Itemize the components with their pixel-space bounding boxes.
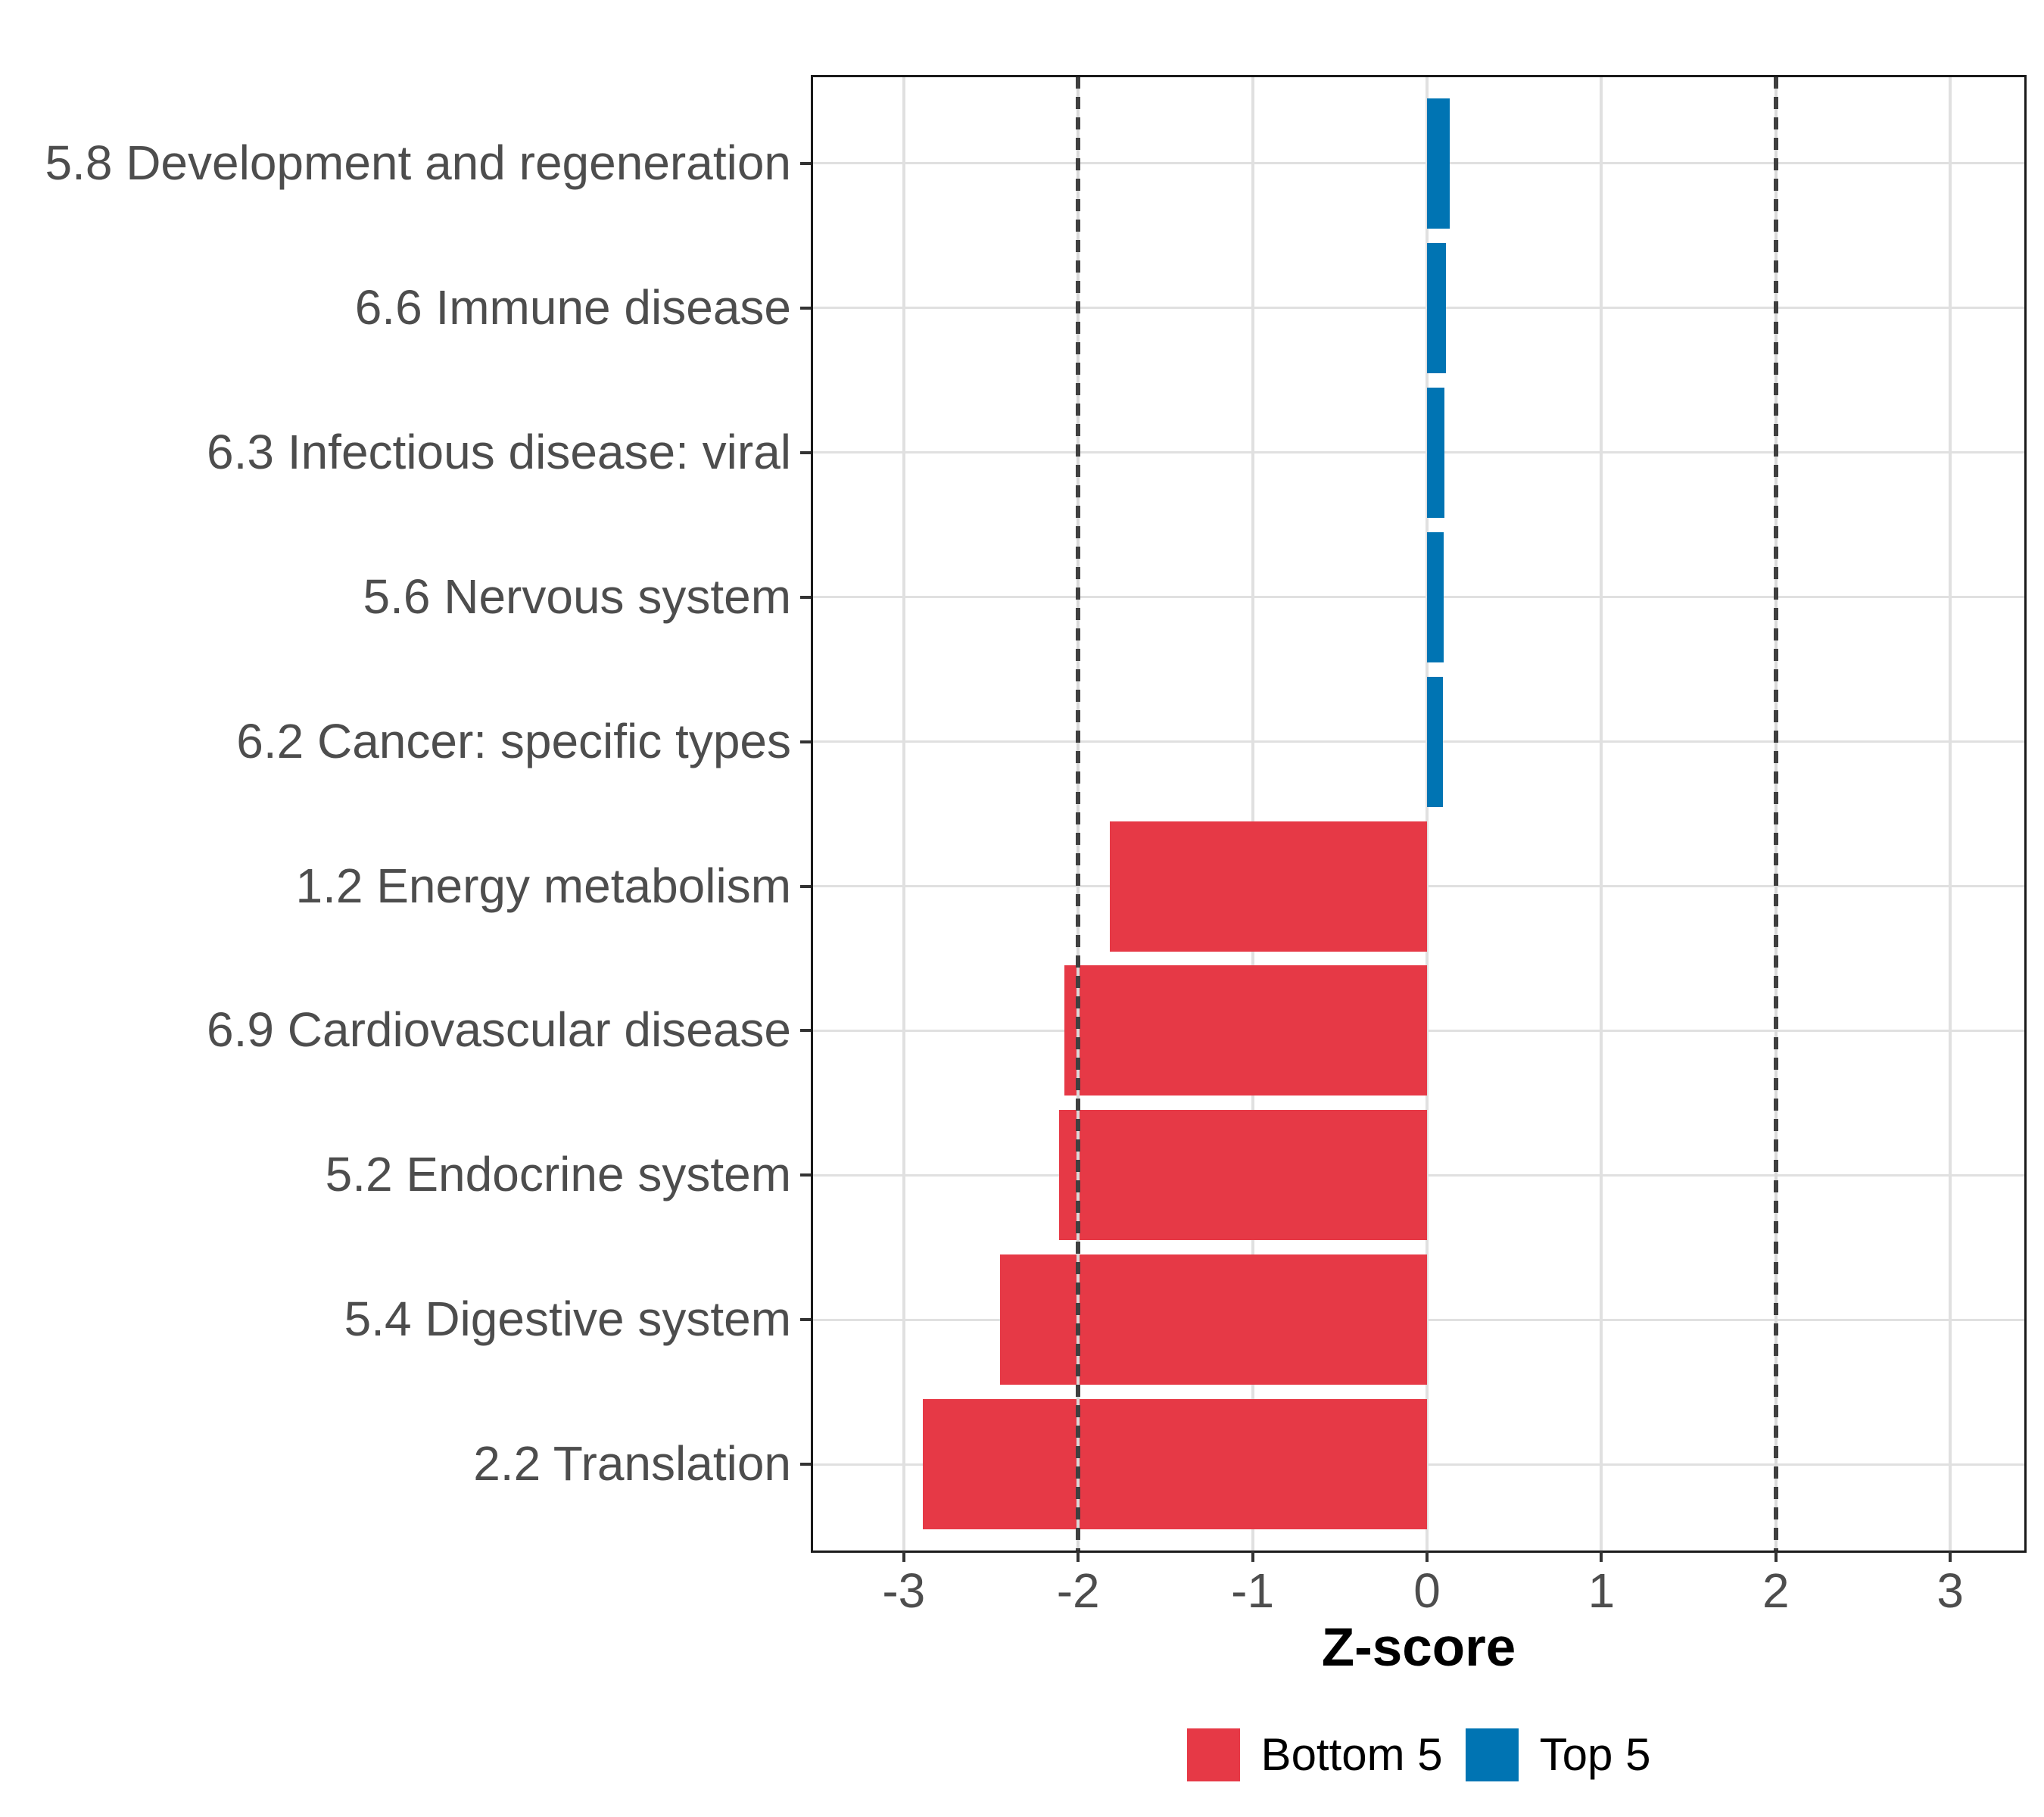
x-tick-label--2: -2 (1056, 1563, 1100, 1618)
bar-1 (1427, 242, 1447, 373)
x-tick--3 (902, 1551, 905, 1562)
x-axis-title: Z-score (1321, 1618, 1516, 1678)
x-tick-1 (1600, 1551, 1603, 1562)
y-axis-label-1: 6.6 Immune disease (354, 279, 791, 335)
x-tick--2 (1077, 1551, 1080, 1562)
x-tick-2 (1774, 1551, 1778, 1562)
y-axis-label-7: 5.2 Endocrine system (325, 1147, 791, 1202)
x-tick-label--3: -3 (882, 1563, 926, 1618)
legend: Bottom 5 Top 5 (812, 1728, 2025, 1781)
bar-4 (1427, 676, 1443, 807)
x-tick-label-1: 1 (1588, 1563, 1616, 1618)
bar-0 (1427, 98, 1450, 229)
dashed-line-2 (1773, 76, 1778, 1551)
y-tick-4 (800, 740, 811, 743)
legend-item-bottom5: Bottom 5 (1186, 1728, 1443, 1781)
y-tick-3 (800, 595, 811, 599)
x-tick-label-2: 2 (1762, 1563, 1790, 1618)
y-tick-8 (800, 1318, 811, 1322)
bar-3 (1427, 531, 1444, 662)
y-tick-5 (800, 884, 811, 888)
bar-5 (1109, 821, 1427, 952)
gridline-y-1 (812, 307, 2025, 310)
y-tick-6 (800, 1029, 811, 1033)
y-axis-label-8: 5.4 Digestive system (344, 1292, 791, 1347)
x-tick-label-3: 3 (1937, 1563, 1964, 1618)
x-tick-label--1: -1 (1231, 1563, 1275, 1618)
y-axis-label-6: 6.9 Cardiovascular disease (207, 1002, 791, 1058)
bar-9 (923, 1399, 1427, 1530)
y-axis-label-5: 1.2 Energy metabolism (295, 858, 791, 913)
x-tick--1 (1251, 1551, 1254, 1562)
gridline-y-0 (812, 162, 2025, 165)
x-tick-3 (1949, 1551, 1952, 1562)
legend-item-top5: Top 5 (1465, 1728, 1651, 1781)
legend-swatch-top5 (1465, 1728, 1519, 1781)
bar-6 (1064, 965, 1427, 1096)
gridline-y-3 (812, 596, 2025, 599)
bar-2 (1427, 387, 1445, 518)
x-tick-label-0: 0 (1413, 1563, 1441, 1618)
y-tick-0 (800, 161, 811, 165)
dashed-line--2 (1076, 76, 1081, 1551)
legend-label-bottom5: Bottom 5 (1260, 1729, 1443, 1780)
y-tick-1 (800, 306, 811, 310)
y-tick-2 (800, 450, 811, 454)
gridline-x-3 (1949, 76, 1952, 1551)
bar-8 (999, 1254, 1427, 1385)
gridline-x-1 (1600, 76, 1603, 1551)
y-tick-9 (800, 1463, 811, 1466)
y-axis-label-2: 6.3 Infectious disease: viral (207, 424, 791, 479)
y-axis-label-4: 6.2 Cancer: specific types (236, 713, 791, 768)
gridline-x--3 (902, 76, 905, 1551)
gridline-y-2 (812, 451, 2025, 454)
y-axis-label-3: 5.6 Nervous system (363, 569, 791, 624)
x-tick-0 (1426, 1551, 1429, 1562)
y-axis-label-9: 2.2 Translation (473, 1436, 791, 1491)
gridline-y-4 (812, 740, 2025, 743)
legend-swatch-bottom5 (1186, 1728, 1240, 1781)
bar-7 (1058, 1110, 1427, 1241)
legend-label-top5: Top 5 (1539, 1729, 1651, 1780)
y-axis-label-0: 5.8 Development and regeneration (45, 135, 791, 190)
gridline-x-0 (1426, 76, 1429, 1551)
y-tick-7 (800, 1173, 811, 1177)
gridline-x--1 (1251, 76, 1254, 1551)
